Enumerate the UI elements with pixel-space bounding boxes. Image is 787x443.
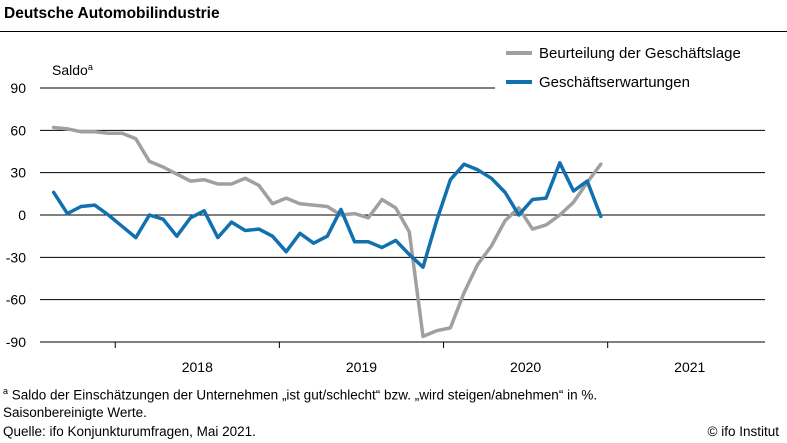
x-tick-label-2018: 2018 — [182, 359, 213, 375]
y-axis-label-sup: a — [88, 62, 93, 72]
footnote-marker: a — [3, 386, 9, 396]
title-rule — [0, 31, 787, 32]
series-line-geschaeftslage — [51, 125, 603, 339]
y-tick-label-minus-60: -60 — [6, 292, 26, 308]
line-chart: 90 60 30 0 -30 -60 -90 2018 2019 2020 2021 Beurte… — [6, 45, 765, 375]
y-axis-label-text: Saldo — [52, 62, 88, 78]
legend: Beurteilung der Geschäftslage Geschäftse… — [506, 45, 741, 91]
series-lines — [51, 125, 603, 339]
y-tick-label-minus-30: -30 — [6, 249, 26, 265]
y-tick-label-90: 90 — [10, 80, 26, 96]
x-tick-label-2020: 2020 — [510, 359, 541, 375]
y-axis-tick-labels: 90 60 30 0 -30 -60 -90 — [6, 80, 26, 350]
seasonal-adjustment-note: Saisonbereinigte Werte. — [3, 405, 147, 420]
footnote: a Saldo der Einschätzungen der Unternehm… — [3, 386, 597, 403]
y-tick-label-30: 30 — [10, 165, 26, 181]
y-tick-label-0: 0 — [18, 207, 26, 223]
y-tick-label-minus-90: -90 — [6, 334, 26, 350]
source-note: Quelle: ifo Konjunkturumfragen, Mai 2021… — [3, 424, 256, 439]
x-tick-label-2019: 2019 — [346, 359, 377, 375]
x-axis: 2018 2019 2020 2021 — [114, 342, 706, 375]
x-tick-label-2021: 2021 — [674, 359, 705, 375]
y-tick-label-60: 60 — [10, 122, 26, 138]
legend-label-geschaeftserwartungen: Geschäftserwartungen — [539, 74, 690, 91]
ifo-credit: © ifo Institut — [707, 424, 779, 439]
grid-lines — [40, 87, 765, 343]
chart-title: Deutsche Automobilindustrie — [4, 5, 220, 22]
series-line-geschaeftserwartungen — [51, 161, 603, 269]
footnote-text: Saldo der Einschätzungen der Unternehmen… — [8, 387, 598, 403]
y-axis-label: Saldoa — [52, 62, 93, 78]
legend-label-geschaeftslage: Beurteilung der Geschäftslage — [539, 45, 741, 62]
